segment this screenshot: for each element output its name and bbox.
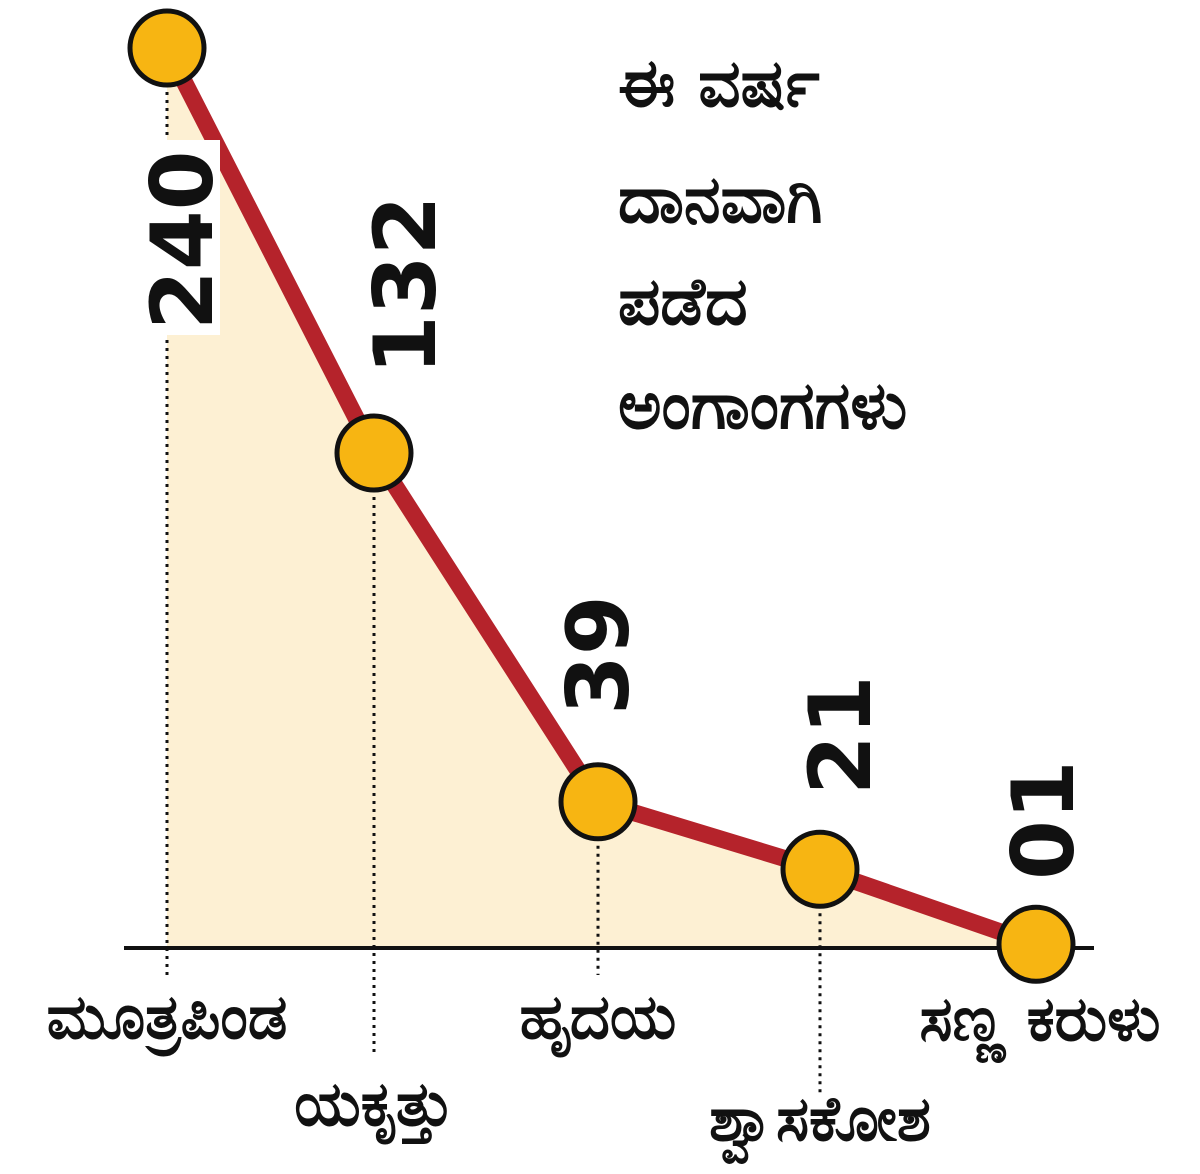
data-point-marker [127,8,207,88]
value-label-backing [128,140,220,335]
data-point-marker [558,762,638,842]
category-label: ಶ್ವಾಸಕೋಶ [709,1082,931,1164]
area-fill [167,48,1036,948]
data-value-label: 01 [994,760,1094,880]
data-point-marker [334,413,414,493]
data-point-marker [996,904,1076,984]
chart-title-line: ಪಡೆದ [618,263,748,340]
category-label: ಮೂತ್ರಪಿಂಡ [47,980,288,1057]
chart-title-line: ದಾನವಾಗಿ [618,161,822,238]
data-value-label: 132 [356,195,456,375]
chart-title-line: ಅಂಗಾಂಗಗಳು [618,367,907,444]
data-value-label: 21 [791,675,891,795]
data-point-marker [780,829,860,909]
data-value-label: 240 [133,150,233,330]
category-label: ಸಣ್ಣ ಕರುಳು [919,982,1160,1064]
category-label: ಹೃದಯ [520,980,677,1058]
data-value-label: 39 [549,595,649,715]
category-label: ಯಕೃತ್ತು [294,1067,453,1145]
chart-title-line: ಈ ವರ್ಷ [618,45,820,122]
